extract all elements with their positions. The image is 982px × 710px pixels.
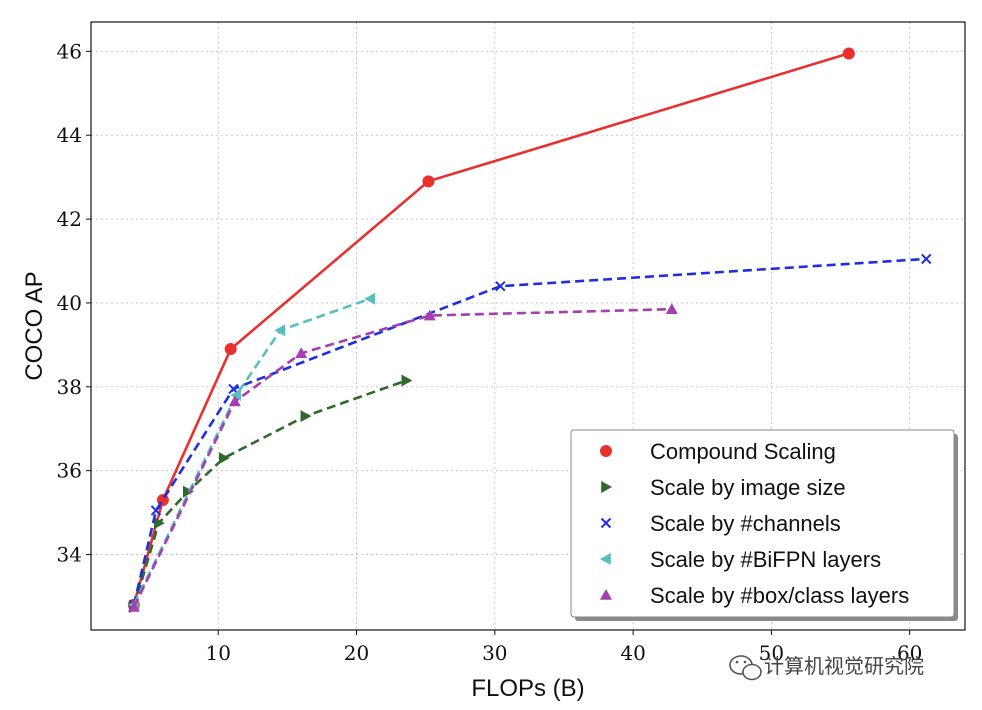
data-point: [127, 600, 140, 612]
x-tick-label: 10: [206, 641, 231, 665]
data-point: [274, 324, 286, 337]
data-point: [842, 47, 855, 60]
wechat-icon: [729, 655, 762, 681]
series-4: [127, 292, 376, 611]
x-tick-label: 30: [482, 641, 507, 665]
legend-label: Compound Scaling: [650, 439, 836, 464]
data-point: [224, 343, 237, 356]
data-point: [150, 505, 162, 516]
legend-items: Compound Scaling Scale by image size Scale…: [600, 439, 909, 608]
legend-item: Compound Scaling: [600, 439, 836, 464]
y-tick-label: 34: [57, 543, 82, 567]
y-tick-label: 36: [57, 459, 82, 483]
data-point: [921, 253, 932, 265]
series-2: [129, 374, 413, 613]
legend-label: Scale by #BiFPN layers: [650, 547, 881, 572]
x-tick-label: 50: [759, 641, 784, 665]
plot-frame: [90, 21, 966, 631]
data-point: [295, 347, 308, 359]
data-point: [601, 481, 612, 493]
data-point: [600, 445, 612, 457]
series-line: [132, 297, 371, 606]
y-tick-label: 46: [57, 39, 82, 63]
x-tick-label: 40: [620, 641, 645, 665]
legend-label: Scale by #box/class layers: [650, 583, 909, 608]
y-axis-label: COCO AP: [21, 271, 48, 380]
data-point: [228, 395, 241, 407]
x-tick-label: 20: [344, 641, 369, 665]
data-point: [422, 175, 435, 188]
series-5: [127, 303, 678, 612]
series-group: [127, 47, 932, 613]
x-tick-label: 60: [897, 641, 922, 665]
y-tick-label: 44: [57, 123, 82, 147]
legend-item: Scale by #box/class layers: [600, 583, 909, 608]
x-axis-label: FLOPs (B): [471, 675, 584, 702]
y-tick-label: 42: [57, 207, 82, 231]
data-point: [218, 452, 230, 465]
data-point: [600, 589, 612, 600]
data-point: [600, 553, 611, 565]
legend-item: Scale by image size: [601, 475, 846, 500]
data-point: [600, 517, 612, 529]
data-point: [230, 389, 242, 402]
legend: Compound Scaling Scale by image size Scale…: [570, 429, 958, 621]
data-point: [183, 485, 194, 498]
legend-box: [570, 429, 955, 618]
legend-item: Scale by #channels: [600, 511, 841, 536]
y-tick-label: 38: [57, 375, 82, 399]
data-point: [153, 517, 165, 530]
legend-label: Scale by image size: [650, 475, 846, 500]
y-tick-label: 40: [57, 291, 82, 315]
legend-item: Scale by #BiFPN layers: [600, 547, 881, 572]
watermark: 计算机视觉研究院: [729, 654, 924, 681]
series-line: [132, 379, 407, 608]
data-point: [364, 292, 376, 305]
data-point: [401, 374, 413, 387]
data-point: [423, 309, 436, 321]
data-point: [665, 303, 678, 315]
watermark-text: 计算机视觉研究院: [764, 654, 924, 678]
legend-label: Scale by #channels: [650, 511, 841, 536]
axis-ticks: 10 20 30 40 50 60 34 36 38 40 42 44 46: [57, 39, 923, 665]
data-point: [300, 410, 312, 423]
data-point: [495, 280, 506, 292]
